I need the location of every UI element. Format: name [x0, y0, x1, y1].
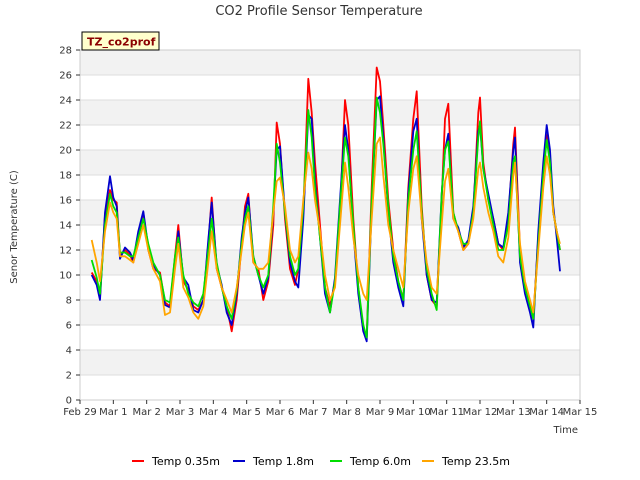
plot-band [80, 75, 580, 100]
series-line-4 [90, 136, 561, 320]
x-tick-label: Mar 9 [366, 407, 394, 418]
y-tick-label: 4 [66, 346, 72, 357]
x-tick-label: Mar 2 [132, 407, 160, 418]
plot-band [80, 375, 580, 400]
x-tick-label: Mar 11 [429, 407, 464, 418]
x-axis-label: Time [553, 425, 578, 436]
site-label-background [81, 31, 160, 51]
plot-band [80, 175, 580, 200]
site-label-box: TZ_co2prof [81, 31, 160, 51]
plot-band [80, 200, 580, 225]
series-group [90, 66, 561, 343]
y-tick-label: 28 [59, 46, 72, 57]
y-tick-label: 10 [59, 271, 72, 282]
plot-band [80, 350, 580, 375]
x-tick-label: Mar 1 [99, 407, 127, 418]
plot-band [80, 150, 580, 175]
x-tick-label: Mar 4 [199, 407, 227, 418]
y-tick-label: 2 [66, 371, 72, 382]
y-tick-label: 26 [59, 71, 72, 82]
y-tick-label: 8 [66, 296, 72, 307]
x-tick-label: Mar 12 [463, 407, 498, 418]
plot-band [80, 50, 580, 75]
y-tick-label: 18 [59, 171, 72, 182]
x-tick-label: Feb 29 [63, 407, 97, 418]
y-tick-label: 0 [66, 396, 72, 407]
series-line-3 [90, 96, 561, 339]
x-tick-label: Mar 5 [232, 407, 260, 418]
legend: Temp 0.35m Temp 1.8m Temp 6.0m Temp 23.5m [132, 455, 510, 468]
x-tick-label: Mar 13 [496, 407, 531, 418]
y-tick-label: 12 [59, 246, 72, 257]
x-tick-label: Mar 10 [396, 407, 431, 418]
y-tick-label: 20 [59, 146, 72, 157]
y-tick-label: 6 [66, 321, 72, 332]
x-tick-label: Mar 7 [299, 407, 327, 418]
x-tick-label: Mar 8 [332, 407, 360, 418]
site-label: TZ_co2prof [87, 36, 156, 49]
x-axis: Feb 29 Mar 1 Mar 2 Mar 3 Mar 4 Mar 5 Mar 6 Mar … [63, 400, 597, 418]
y-axis-label: Senor Temperature (C) [9, 170, 20, 284]
y-tick-label: 24 [59, 96, 72, 107]
plot-band [80, 250, 580, 275]
legend-label: Temp 1.8m [252, 455, 314, 468]
x-tick-label: Mar 3 [166, 407, 194, 418]
chart-title: CO2 Profile Sensor Temperature [215, 4, 422, 19]
plot-band [80, 125, 580, 150]
x-tick-label: Mar 15 [563, 407, 598, 418]
legend-label: Temp 23.5m [441, 455, 510, 468]
y-tick-label: 16 [59, 196, 72, 207]
x-tick-label: Mar 6 [266, 407, 294, 418]
legend-label: Temp 6.0m [349, 455, 411, 468]
y-tick-label: 14 [59, 221, 72, 232]
plot-band [80, 100, 580, 125]
y-tick-label: 22 [59, 121, 72, 132]
x-tick-label: Mar 14 [529, 407, 564, 418]
legend-label: Temp 0.35m [151, 455, 220, 468]
plot-band [80, 325, 580, 350]
